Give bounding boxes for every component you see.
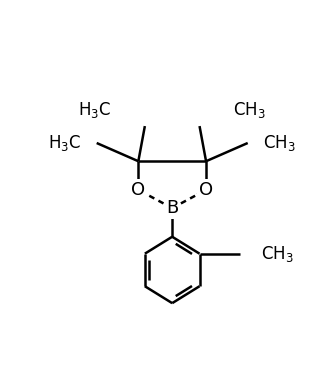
Text: O: O [199, 181, 213, 199]
Text: CH$_3$: CH$_3$ [261, 244, 294, 264]
Text: CH$_3$: CH$_3$ [234, 100, 266, 120]
Text: B: B [166, 199, 178, 217]
Text: H$_3$C: H$_3$C [48, 133, 81, 153]
Text: O: O [131, 181, 145, 199]
Text: CH$_3$: CH$_3$ [263, 133, 296, 153]
Text: H$_3$C: H$_3$C [78, 100, 111, 120]
